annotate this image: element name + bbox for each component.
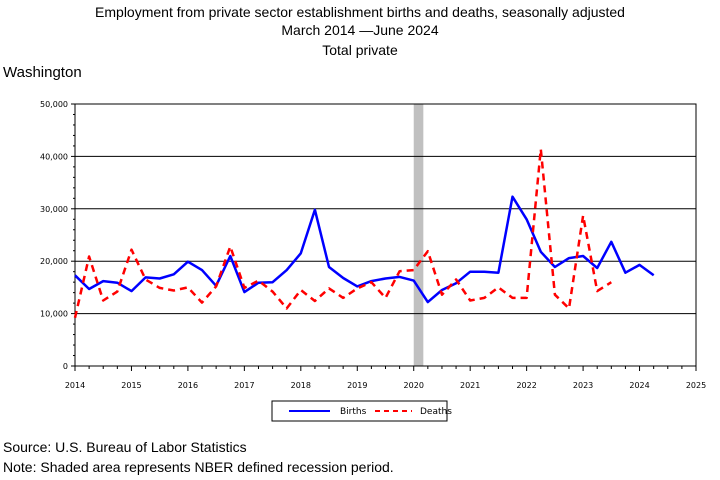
legend: Births Deaths — [271, 400, 452, 422]
x-tick-label: 2018 — [291, 381, 311, 390]
legend-deaths-label: Deaths — [420, 407, 452, 417]
x-tick-label: 2023 — [573, 381, 593, 390]
recession-band — [413, 104, 424, 366]
source-note: Source: U.S. Bureau of Labor Statistics — [3, 439, 247, 455]
x-tick-label: 2019 — [347, 381, 367, 390]
x-tick-label: 2020 — [404, 381, 424, 390]
y-tick-label: 30,000 — [40, 205, 68, 214]
series-line-deaths — [73, 147, 612, 319]
legend-births-label: Births — [340, 407, 367, 417]
x-tick-label: 2016 — [178, 381, 198, 390]
series-line-births — [74, 195, 655, 304]
recession-note: Note: Shaded area represents NBER define… — [3, 459, 394, 475]
axes: 0 10,000 20,000 30,000 40,000 50,000 2014 2015 2… — [40, 100, 706, 390]
chart-title: Employment from private sector establish… — [95, 4, 625, 20]
x-tick-label: 2021 — [460, 381, 480, 390]
x-tick-label: 2025 — [686, 381, 706, 390]
y-tick-label: 0 — [63, 362, 68, 371]
region-label: Washington — [3, 64, 82, 81]
y-tick-label: 40,000 — [40, 152, 68, 161]
gridlines — [75, 103, 696, 315]
x-tick-label: 2015 — [121, 381, 141, 390]
chart-subtitle-period: March 2014 —June 2024 — [281, 22, 439, 38]
x-tick-label: 2024 — [629, 381, 649, 390]
x-tick-label: 2014 — [65, 381, 85, 390]
series-lines — [73, 147, 655, 319]
chart-subtitle-series: Total private — [322, 42, 398, 58]
plot-frame — [74, 103, 697, 367]
recession-shading — [413, 104, 424, 366]
x-tick-label: 2017 — [234, 381, 254, 390]
y-tick-label: 10,000 — [40, 310, 68, 319]
y-tick-label: 50,000 — [40, 100, 68, 109]
y-tick-label: 20,000 — [40, 257, 68, 266]
x-tick-label: 2022 — [516, 381, 536, 390]
